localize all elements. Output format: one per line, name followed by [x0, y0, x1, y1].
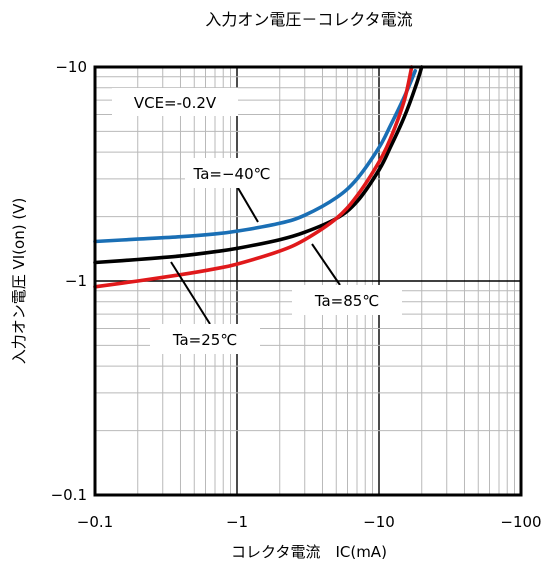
series-line-0 — [93, 69, 417, 244]
annotation-box-0 — [185, 158, 279, 188]
annotation-leader-1 — [170, 261, 211, 325]
x-tick-labels: −0.1 −1 −10 −100 — [77, 513, 542, 531]
y-tick-labels: −0.1 −1 −10 — [51, 58, 87, 504]
series-line-1 — [93, 65, 424, 265]
annotation-label-0: Ta=−40℃ — [193, 165, 271, 183]
annotation-group: Ta=−40℃ Ta=25℃ Ta=85℃ VCE=-0.2V — [112, 88, 402, 354]
y-tick-label: −1 — [65, 272, 87, 290]
chart-title: 入力オン電圧－コレクタ電流 — [205, 10, 412, 29]
annotation-box-1 — [150, 324, 260, 354]
annotation-leader-0 — [237, 187, 259, 223]
y-tick-label: −10 — [55, 58, 87, 76]
annotation-leader-2 — [311, 243, 341, 286]
y-axis-label: 入力オン電圧 VI(on) (V) — [10, 198, 28, 365]
condition-label: VCE=-0.2V — [134, 94, 217, 112]
x-tick-label: −100 — [500, 513, 541, 531]
annotation-box-2 — [292, 285, 402, 315]
x-tick-label: −1 — [226, 513, 248, 531]
annotation-label-1: Ta=25℃ — [172, 331, 237, 349]
x-tick-label: −10 — [363, 513, 395, 531]
series-line-2 — [93, 65, 414, 289]
grid — [95, 67, 521, 495]
condition-box — [112, 88, 238, 116]
series-group — [93, 65, 424, 289]
y-tick-label: −0.1 — [51, 486, 87, 504]
plot-frame — [93, 65, 523, 497]
x-axis-label: コレクタ電流 IC(mA) — [231, 543, 387, 561]
annotation-label-2: Ta=85℃ — [314, 292, 379, 310]
x-tick-label: −0.1 — [77, 513, 113, 531]
